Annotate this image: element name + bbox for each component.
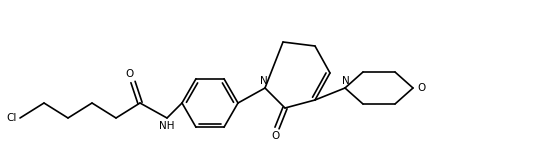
Text: N: N <box>342 76 350 86</box>
Text: O: O <box>417 83 425 93</box>
Text: O: O <box>271 131 279 141</box>
Text: Cl: Cl <box>7 113 17 123</box>
Text: N: N <box>260 76 268 86</box>
Text: O: O <box>126 69 134 79</box>
Text: NH: NH <box>159 121 175 131</box>
